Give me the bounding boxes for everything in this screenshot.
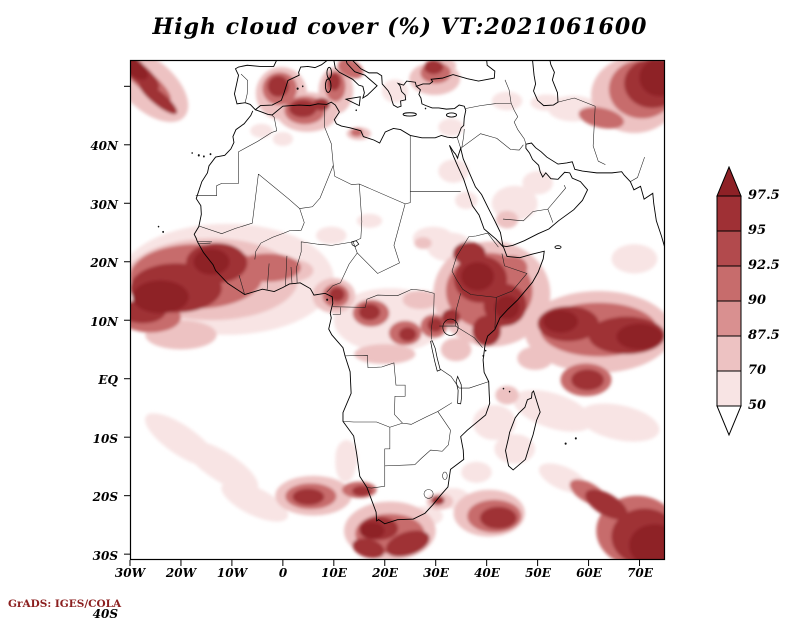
- country-borders: [196, 74, 645, 488]
- madagascar-coastline: [506, 391, 541, 470]
- cloud-shading-layer: [130, 60, 665, 560]
- colorbar-label: 92.5: [748, 258, 780, 273]
- sardinia-coastline: [325, 79, 331, 92]
- map-canvas: [124, 59, 666, 566]
- africa-coastline: [194, 111, 544, 524]
- colorbar-segment: [716, 230, 742, 267]
- x-tick-label: 30E: [423, 566, 449, 580]
- plot-frame: [124, 59, 666, 566]
- colorbar: 97.5 95 92.5 90 87.5 70 50: [716, 165, 796, 444]
- x-tick-label: 20E: [372, 566, 398, 580]
- y-tick-label: 10S: [92, 432, 118, 446]
- y-tick-label: 10N: [90, 315, 118, 329]
- socotra-coastline: [555, 246, 561, 249]
- y-axis-labels: 40N 30N 20N 10N EQ 10S 20S 30S 40S: [60, 60, 124, 618]
- y-tick-label: 30N: [90, 198, 118, 212]
- x-tick-label: 20W: [165, 566, 197, 580]
- colorbar-segment: [716, 335, 742, 372]
- colorbar-label: 50: [748, 398, 767, 413]
- x-axis-ticks: [129, 560, 641, 566]
- x-tick-label: 0: [278, 566, 288, 580]
- lake-malawi: [456, 376, 462, 403]
- x-tick-label: 30W: [114, 566, 146, 580]
- small-islands: [157, 85, 577, 445]
- x-tick-label: 70E: [627, 566, 653, 580]
- colorbar-label: 95: [748, 223, 767, 238]
- iberia-coastline: [234, 60, 327, 110]
- lake-victoria: [443, 319, 458, 335]
- grads-credit: GrADS: IGES/COLA: [8, 598, 122, 610]
- mediterranean-levant-coastline: [255, 60, 494, 143]
- caspian-coastline: [533, 60, 558, 106]
- cyprus-coastline: [446, 113, 456, 117]
- colorbar-scale: [716, 165, 742, 437]
- y-tick-label: 40S: [92, 607, 118, 618]
- sicily-coastline: [346, 97, 360, 106]
- lesotho-border: [424, 490, 433, 499]
- colorbar-label: 70: [748, 363, 767, 378]
- x-tick-label: 10E: [321, 566, 347, 580]
- colorbar-segment: [716, 265, 742, 302]
- lake-tanganyika: [431, 341, 441, 371]
- map-plot: [124, 59, 666, 566]
- red-sea-arabia-coastline: [449, 145, 502, 246]
- x-axis-labels: 30W 20W 10W 0 10E 20E 30E 40E 50E 60E 70…: [115, 566, 690, 586]
- y-tick-label: 30S: [92, 549, 118, 563]
- map-layer: [157, 60, 665, 524]
- arabian-peninsula-coastline: [503, 144, 588, 246]
- x-tick-label: 60E: [576, 566, 602, 580]
- y-tick-label: 40N: [90, 139, 118, 153]
- colorbar-label: 97.5: [748, 188, 780, 203]
- lake-chad: [352, 241, 359, 247]
- colorbar-label: 90: [748, 293, 767, 308]
- colorbar-segment: [716, 370, 742, 407]
- italy-coastline: [334, 60, 377, 98]
- corsica-coastline: [327, 67, 332, 78]
- colorbar-segment: [716, 195, 742, 232]
- y-tick-label: 20N: [90, 256, 118, 270]
- y-tick-label: EQ: [98, 373, 118, 387]
- x-tick-label: 10W: [216, 566, 248, 580]
- swaziland-border: [443, 472, 448, 480]
- colorbar-segment: [716, 300, 742, 337]
- colorbar-arrow-bottom: [716, 405, 742, 437]
- crete-coastline: [403, 113, 416, 116]
- colorbar-arrow-top: [716, 165, 742, 197]
- balkans-greece-coastline: [352, 60, 416, 107]
- x-tick-label: 40E: [474, 566, 500, 580]
- colorbar-label: 87.5: [748, 328, 780, 343]
- persian-gulf-india-coastline: [526, 143, 665, 248]
- y-axis-ticks: [124, 85, 130, 555]
- x-tick-label: 50E: [525, 566, 551, 580]
- y-tick-label: 20S: [92, 490, 118, 504]
- plot-title: High cloud cover (%) VT:2021061600: [152, 14, 648, 40]
